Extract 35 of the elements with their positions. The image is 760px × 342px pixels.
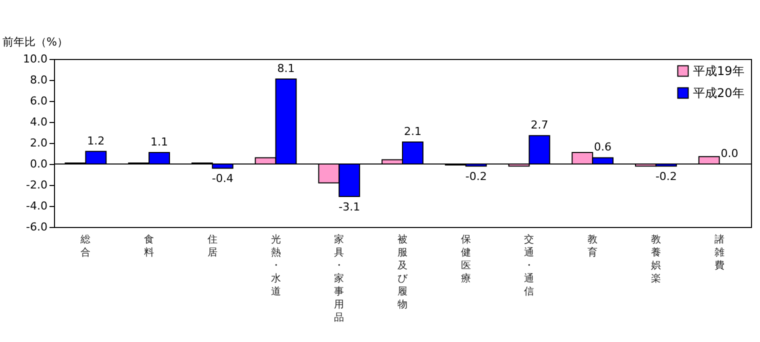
y-tick-label: 8.0 (30, 74, 48, 86)
data-label: 1.2 (87, 134, 105, 148)
data-label: -3.1 (338, 200, 360, 214)
y-tick-label: 10.0 (23, 52, 48, 66)
y-tick-label: 0.0 (30, 158, 48, 170)
x-tick-label: 被服及び履物 (398, 234, 408, 310)
data-label: 0.0 (720, 147, 738, 160)
data-label: 8.1 (277, 62, 295, 75)
y-tick-label: -4.0 (26, 200, 48, 212)
data-label: -0.4 (212, 172, 234, 186)
x-tick-label: 保健医療 (460, 234, 471, 284)
y-axis-title: 前年比（%） (2, 36, 68, 48)
y-tick-label: -6.0 (26, 220, 48, 234)
data-label: 1.1 (150, 135, 168, 148)
data-label: 2.1 (404, 124, 422, 138)
x-tick-label: 光熱・水道 (270, 234, 281, 298)
x-tick-label: 食料 (144, 234, 154, 258)
data-label: 2.7 (530, 118, 548, 132)
x-tick-label: 家具・家事用品 (334, 234, 344, 324)
x-tick-label: 交通・通信 (524, 234, 534, 298)
legend-label: 平成19年 (693, 64, 744, 78)
x-tick-label: 住居 (207, 234, 218, 258)
x-tick-label: 諸雑費 (714, 234, 724, 272)
legend-label: 平成20年 (693, 86, 744, 100)
data-label: 0.6 (594, 140, 612, 154)
x-tick-label: 教育 (588, 234, 598, 258)
bar (698, 156, 720, 164)
data-label: -0.2 (465, 170, 487, 184)
y-tick-label: 4.0 (30, 116, 48, 128)
y-tick-label: -2.0 (26, 178, 48, 192)
x-tick-label: 教養娯楽 (650, 234, 661, 284)
y-tick-label: 2.0 (30, 136, 48, 150)
x-tick-label: 総合 (80, 234, 91, 258)
data-label: -0.2 (655, 170, 677, 184)
y-tick-label: 6.0 (30, 94, 48, 108)
